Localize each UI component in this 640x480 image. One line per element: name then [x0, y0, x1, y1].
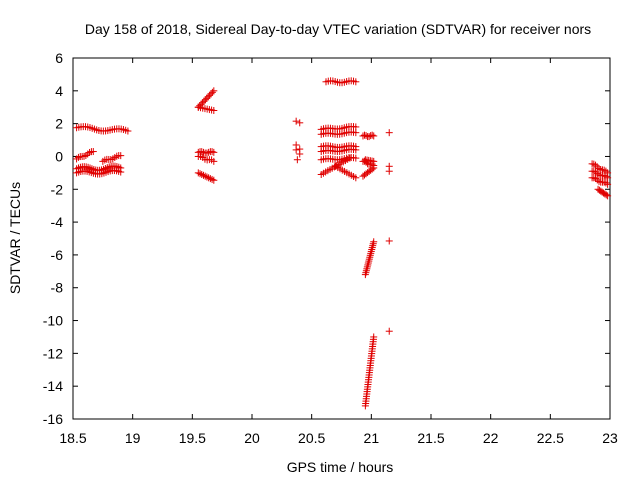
data-point	[595, 177, 603, 185]
data-point	[296, 119, 304, 127]
y-tick-label: 6	[55, 50, 63, 66]
data-point	[604, 174, 612, 182]
data-point	[365, 133, 373, 141]
data-point	[205, 174, 213, 182]
data-point	[203, 149, 211, 157]
data-point	[370, 157, 378, 165]
data-point	[117, 168, 125, 176]
data-point	[210, 157, 218, 165]
data-point	[86, 148, 94, 156]
data-point	[194, 169, 202, 177]
y-axis-label: SDTVAR / TECUs	[7, 182, 23, 294]
y-tick-label: 2	[55, 116, 63, 132]
data-point	[385, 129, 393, 137]
data-point	[210, 176, 218, 184]
data-point	[592, 168, 600, 176]
data-point	[124, 127, 132, 135]
x-tick-label: 22.5	[537, 430, 564, 446]
y-tick-label: -16	[43, 411, 63, 427]
data-point	[368, 131, 376, 139]
x-tick-label: 20	[244, 430, 260, 446]
x-tick-label: 21	[364, 430, 380, 446]
x-tick-label: 21.5	[417, 430, 444, 446]
data-point	[296, 150, 304, 158]
x-tick-label: 19.5	[179, 430, 206, 446]
data-point	[368, 165, 376, 173]
data-point	[370, 238, 378, 246]
x-tick-label: 18.5	[59, 430, 86, 446]
data-point	[352, 146, 360, 154]
data-point	[210, 148, 218, 156]
data-point	[210, 87, 218, 95]
data-point	[370, 333, 378, 341]
data-point	[370, 164, 378, 172]
data-point	[292, 117, 300, 125]
data-point	[199, 171, 207, 179]
y-tick-label: -14	[43, 378, 63, 394]
data-point	[208, 88, 216, 96]
data-point	[210, 107, 218, 115]
data-point	[208, 175, 216, 183]
y-axis: 6 4 2 0 -2 -4 -6 -8 -10 -12 -14 -16	[43, 50, 610, 427]
data-point	[117, 152, 125, 160]
x-tick-label: 19	[125, 430, 141, 446]
y-tick-label: -8	[51, 280, 64, 296]
x-tick-label: 20.5	[298, 430, 325, 446]
x-tick-label: 22	[483, 430, 499, 446]
plot-frame	[72, 57, 611, 420]
data-point	[592, 175, 600, 183]
data-point	[198, 171, 206, 179]
data-point	[604, 192, 612, 200]
data-point	[592, 161, 600, 169]
data-point	[203, 173, 211, 181]
y-tick-label: -10	[43, 313, 63, 329]
data-point	[352, 174, 360, 182]
y-tick-label: -12	[43, 345, 63, 361]
data-point	[82, 152, 90, 160]
y-tick-label: 4	[55, 83, 63, 99]
y-tick-label: -6	[51, 247, 64, 263]
data-point	[201, 172, 209, 180]
data-point	[293, 156, 301, 164]
chart-title: Day 158 of 2018, Sidereal Day-to-day VTE…	[85, 21, 591, 37]
data-points	[73, 77, 612, 410]
data-point	[208, 148, 216, 156]
data-point	[196, 170, 204, 178]
data-point	[385, 167, 393, 175]
data-point	[385, 237, 393, 245]
data-point	[352, 154, 360, 162]
data-point	[206, 175, 214, 183]
data-point	[595, 171, 603, 179]
data-point	[89, 148, 97, 156]
x-axis: 18.5 19 19.5 20 20.5 21 21.5 22 22.5 23	[59, 58, 618, 446]
data-point	[602, 172, 610, 180]
y-tick-label: -4	[51, 214, 64, 230]
data-point	[602, 179, 610, 187]
data-point	[352, 129, 360, 137]
data-point	[595, 165, 603, 173]
y-tick-label: -2	[51, 181, 64, 197]
data-point	[602, 191, 610, 199]
data-point	[352, 78, 360, 86]
data-point	[346, 154, 354, 162]
data-point	[198, 148, 206, 156]
data-point	[370, 132, 378, 140]
x-tick-label: 23	[602, 430, 618, 446]
data-point	[385, 327, 393, 335]
y-tick-label: 0	[55, 148, 63, 164]
x-axis-label: GPS time / hours	[287, 459, 394, 475]
data-point	[74, 153, 82, 161]
data-point	[604, 180, 612, 188]
data-point	[292, 146, 300, 154]
